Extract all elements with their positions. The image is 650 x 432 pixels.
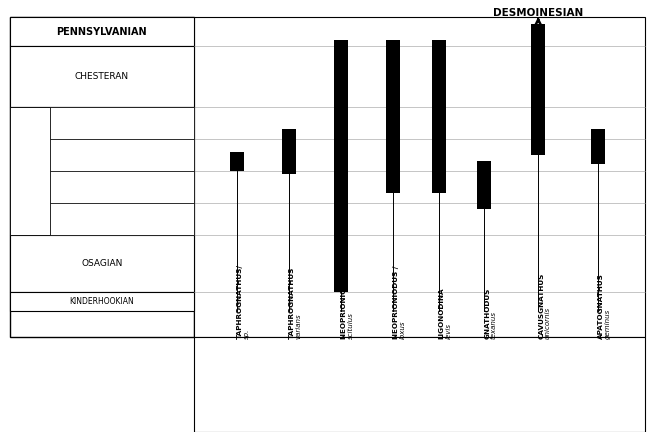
Bar bbox=[334, 40, 348, 292]
Text: KINDERHOOKIAN: KINDERHOOKIAN bbox=[70, 297, 134, 306]
Text: texanus: texanus bbox=[491, 311, 497, 339]
Text: MERAMECIAN: MERAMECIAN bbox=[25, 143, 34, 199]
Text: TAPHROGNATHUS: TAPHROGNATHUS bbox=[289, 267, 295, 339]
Text: loxus: loxus bbox=[400, 321, 406, 339]
Bar bbox=[531, 24, 545, 155]
Text: Ste. Genevieve Ls.: Ste. Genevieve Ls. bbox=[91, 120, 153, 126]
Bar bbox=[10, 107, 194, 235]
Text: GNATHODUS: GNATHODUS bbox=[484, 288, 490, 339]
Bar bbox=[10, 235, 194, 292]
Text: Warsaw Ls.: Warsaw Ls. bbox=[103, 216, 140, 222]
Text: levis: levis bbox=[445, 323, 451, 339]
Bar bbox=[432, 40, 446, 193]
Text: OSAGIAN: OSAGIAN bbox=[81, 259, 122, 268]
Bar bbox=[50, 203, 194, 235]
Text: sp.: sp. bbox=[244, 329, 250, 339]
Text: DESMOINESIAN: DESMOINESIAN bbox=[493, 8, 583, 18]
Text: varians: varians bbox=[296, 314, 302, 339]
Text: geminus: geminus bbox=[604, 309, 610, 339]
Bar bbox=[194, 337, 645, 432]
Text: St. Louis Ls.: St. Louis Ls. bbox=[102, 152, 142, 158]
Bar bbox=[194, 17, 645, 337]
Text: Salem Ls.: Salem Ls. bbox=[106, 184, 138, 190]
Text: NEOPRIONIODUS /: NEOPRIONIODUS / bbox=[341, 266, 347, 339]
Bar bbox=[10, 292, 194, 311]
Text: CAVUSGNATHUS: CAVUSGNATHUS bbox=[538, 273, 544, 339]
Bar bbox=[386, 40, 400, 193]
Text: scitulus: scitulus bbox=[348, 312, 354, 339]
Text: NEOPRIONIODUS /: NEOPRIONIODUS / bbox=[393, 266, 399, 339]
Text: unicornis: unicornis bbox=[545, 307, 551, 339]
Bar bbox=[50, 171, 194, 203]
Text: APATOGNATHUS: APATOGNATHUS bbox=[598, 273, 604, 339]
Bar bbox=[591, 129, 605, 164]
Bar bbox=[10, 46, 194, 107]
Bar bbox=[282, 129, 296, 174]
Bar bbox=[10, 17, 194, 337]
Bar bbox=[10, 17, 194, 46]
Text: TAPHROGNATHUS/: TAPHROGNATHUS/ bbox=[237, 264, 243, 339]
Text: LIGONODINA: LIGONODINA bbox=[439, 287, 445, 339]
Bar bbox=[477, 161, 491, 209]
Text: CHESTERAN: CHESTERAN bbox=[75, 72, 129, 81]
Bar bbox=[230, 152, 244, 171]
Bar bbox=[50, 139, 194, 171]
Bar bbox=[50, 107, 194, 139]
Bar bbox=[10, 107, 50, 235]
Text: PENNSYLVANIAN: PENNSYLVANIAN bbox=[57, 27, 147, 37]
